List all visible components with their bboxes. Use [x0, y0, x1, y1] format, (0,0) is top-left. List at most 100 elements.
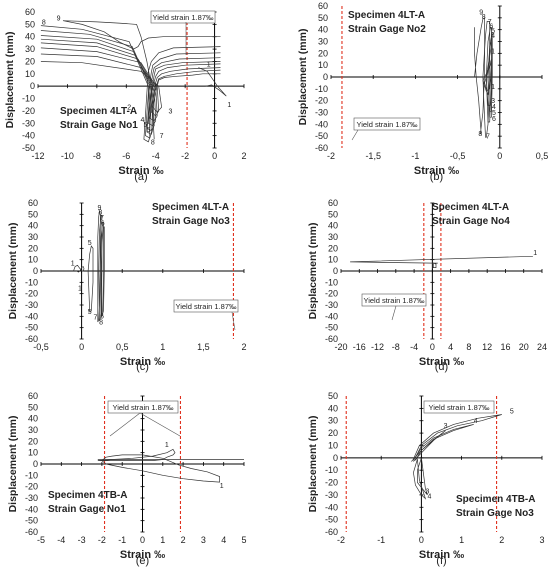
- x-tick-label: -1: [411, 151, 419, 161]
- x-tick-label: 1: [160, 342, 165, 352]
- cycle-label: 1: [491, 84, 495, 91]
- y-tick-label: -10: [22, 94, 35, 104]
- cycle-label: 1: [78, 285, 82, 292]
- x-tick-label: 3: [539, 535, 544, 545]
- x-tick-label: -4: [152, 151, 160, 161]
- cycle-label: 3: [168, 108, 172, 115]
- yield-callout-leader: [139, 412, 181, 437]
- y-tick-label: -50: [22, 143, 35, 153]
- x-tick-label: -4: [57, 535, 65, 545]
- cycle-label: 8: [98, 209, 102, 216]
- x-tick-label: -12: [31, 151, 44, 161]
- specimen-label: Specimen 4LT-A: [348, 10, 425, 21]
- strain-gage-label: Strain Gage No3: [456, 508, 534, 519]
- cycle-label: 8: [151, 139, 155, 146]
- y-tick-label: 40: [328, 221, 338, 231]
- panel-label: (e): [136, 555, 149, 567]
- y-tick-label: -10: [25, 470, 38, 480]
- y-tick-label: 20: [28, 436, 38, 446]
- x-tick-label: -1: [118, 535, 126, 545]
- x-tick-label: 0: [430, 342, 435, 352]
- cycle-label: 8: [42, 19, 46, 26]
- hysteresis-loop-3: [40, 47, 221, 122]
- y-tick-label: -30: [315, 108, 328, 118]
- y-tick-label: 60: [28, 198, 38, 208]
- x-axis-label: Strain ‰: [414, 165, 459, 177]
- hysteresis-loop-9: [62, 20, 221, 140]
- cycle-label: 7: [488, 19, 492, 26]
- x-tick-label: 8: [466, 342, 471, 352]
- x-tick-label: -12: [371, 342, 384, 352]
- cycle-label: 6: [101, 221, 105, 228]
- hysteresis-loop-10: [198, 67, 227, 97]
- strain-gage-label: Strain Gage No1: [60, 120, 138, 131]
- x-tick-label: -20: [334, 342, 347, 352]
- y-tick-label: 0: [30, 81, 35, 91]
- y-tick-label: 50: [28, 402, 38, 412]
- y-tick-label: 10: [28, 448, 38, 458]
- x-tick-label: -10: [61, 151, 74, 161]
- x-tick-label: 0,5: [536, 151, 549, 161]
- x-tick-label: 20: [519, 342, 529, 352]
- x-axis-label: Strain ‰: [419, 356, 464, 368]
- y-axis-label: Displacement (mm): [7, 416, 19, 513]
- hysteresis-loop-4: [413, 459, 427, 500]
- y-axis-label: Displacement (mm): [307, 416, 319, 513]
- y-tick-label: -20: [22, 106, 35, 116]
- y-tick-label: -30: [25, 300, 38, 310]
- y-tick-label: 40: [28, 221, 38, 231]
- hysteresis-loop-5: [417, 457, 428, 496]
- y-tick-label: -40: [315, 119, 328, 129]
- hysteresis-loop-3: [99, 221, 104, 318]
- y-tick-label: -20: [25, 289, 38, 299]
- cycle-label: 3: [491, 98, 495, 105]
- hysteresis-loop-2: [40, 53, 221, 117]
- y-tick-label: -50: [315, 131, 328, 141]
- specimen-label: Specimen 4LT-A: [152, 202, 229, 213]
- y-tick-label: 20: [318, 48, 328, 58]
- y-tick-label: -60: [25, 527, 38, 537]
- y-tick-label: 0: [333, 266, 338, 276]
- hysteresis-loop-6: [73, 264, 85, 273]
- y-tick-label: 0: [33, 266, 38, 276]
- y-tick-label: 30: [28, 425, 38, 435]
- y-tick-label: 50: [28, 209, 38, 219]
- y-tick-label: 20: [28, 243, 38, 253]
- x-tick-label: -16: [353, 342, 366, 352]
- cycle-label: 4: [474, 418, 478, 425]
- yield-callout-leader: [391, 305, 397, 321]
- cycle-label: 5: [491, 28, 495, 35]
- cycle-label: 4: [492, 104, 496, 111]
- cycle-label: 5: [492, 110, 496, 117]
- hysteresis-loop-2: [97, 448, 176, 461]
- hysteresis-loop-4: [40, 42, 221, 127]
- strain-gage-label: Strain Gage No4: [432, 216, 510, 227]
- y-tick-label: 20: [328, 428, 338, 438]
- y-tick-label: 10: [25, 69, 35, 79]
- y-tick-label: 50: [25, 19, 35, 29]
- x-tick-label: 0: [419, 535, 424, 545]
- specimen-label: Specimen 4LT-A: [432, 202, 509, 213]
- cycle-label: 1: [71, 260, 75, 267]
- x-tick-label: 4: [448, 342, 453, 352]
- y-tick-label: -60: [25, 334, 38, 344]
- y-tick-label: -20: [315, 96, 328, 106]
- y-tick-label: 50: [318, 13, 328, 23]
- y-tick-label: -30: [325, 300, 338, 310]
- cycle-label: 3: [425, 489, 429, 496]
- cycle-label: 1: [220, 483, 224, 490]
- y-tick-label: -50: [25, 323, 38, 333]
- specimen-label: Specimen 4TB-A: [48, 490, 127, 501]
- x-tick-label: 2: [241, 342, 246, 352]
- cycle-label: 7: [486, 134, 490, 141]
- y-tick-label: -40: [25, 311, 38, 321]
- hysteresis-loop-3: [411, 430, 446, 462]
- hysteresis-loop-1: [350, 255, 533, 265]
- x-tick-label: 16: [500, 342, 510, 352]
- cycle-label: 7: [100, 215, 104, 222]
- y-tick-label: -20: [325, 478, 338, 488]
- panel-label: (f): [436, 555, 446, 567]
- y-tick-label: -50: [25, 516, 38, 526]
- y-tick-label: 40: [328, 403, 338, 413]
- x-tick-label: 2: [241, 151, 246, 161]
